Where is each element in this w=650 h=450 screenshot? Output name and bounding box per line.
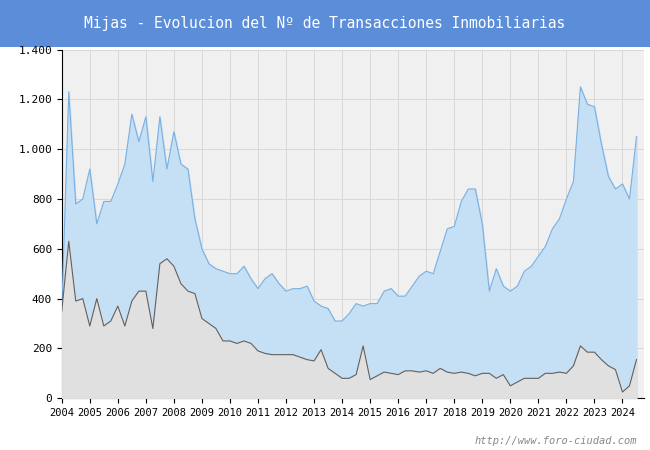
Text: Mijas - Evolucion del Nº de Transacciones Inmobiliarias: Mijas - Evolucion del Nº de Transaccione… [84, 16, 566, 31]
Text: http://www.foro-ciudad.com: http://www.foro-ciudad.com [474, 436, 637, 446]
